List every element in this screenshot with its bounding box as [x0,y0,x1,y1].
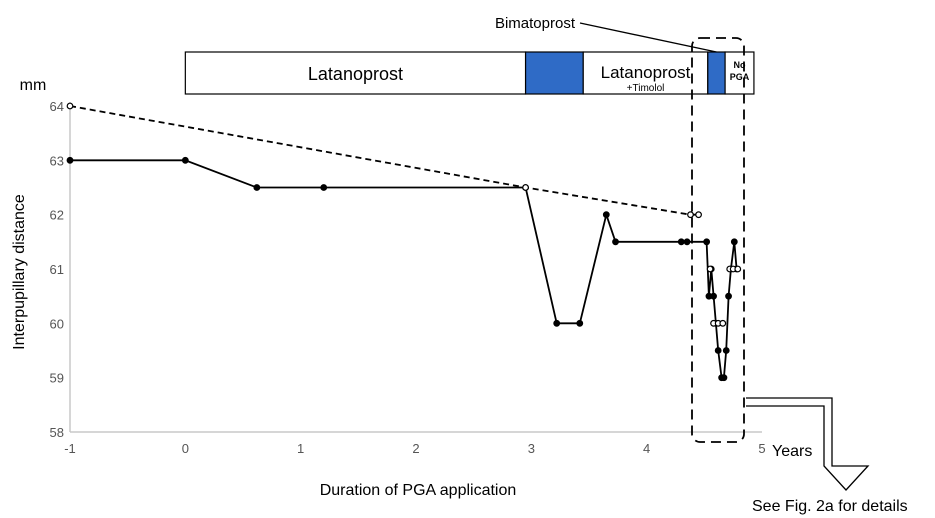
data-point-filled [714,347,722,354]
y-tick-label: 58 [50,425,64,440]
callout-arrow [746,397,870,491]
data-point-open [719,319,727,327]
labels: mm Years Duration of PGA application Interp… [11,15,908,515]
treatment-segment [707,51,726,95]
bimatoprost-label: Bimatoprost [495,15,576,32]
series-line [70,159,738,379]
data-point-filled [677,238,685,246]
treatment-label: No [734,60,746,70]
series-line [69,105,699,216]
treatment-sublabel: PGA [730,72,750,82]
bimatoprost-leader-line [579,22,717,53]
data-point-open [695,211,702,219]
treatment-sublabel: +Timolol [627,83,665,94]
data-point-filled [612,238,619,246]
data-point-filled [66,156,74,164]
treatment-segment [724,51,755,95]
callout-text: See Fig. 2a for details [752,498,908,515]
data-point-filled [683,238,691,246]
y-tick-label: 63 [50,153,64,168]
y-tick-label: 62 [50,208,64,223]
y-tick-label: 60 [50,316,64,331]
x-tick-label: 1 [297,441,304,456]
data-point-filled [576,319,584,327]
data-point-open [734,265,742,273]
data-point-open [687,211,694,219]
treatment-label: Latanoprost [308,64,403,84]
x-tick-label: 5 [758,441,765,456]
data-point-open [706,265,714,273]
data-point-filled [722,347,730,354]
x-unit-label: Years [772,443,812,460]
axes: -1 0 1 2 3 4 5 58 59 60 61 62 63 64 [50,99,766,456]
data-point-filled [602,211,610,219]
x-tick-label: 3 [528,441,535,456]
data-point-filled [553,319,561,327]
treatment-segment [184,51,527,95]
treatment-label: Latanoprost [601,63,691,82]
data-series [66,102,742,382]
treatment-segment [524,51,584,95]
y-tick-label: 59 [50,371,64,386]
y-axis-title: Interpupillary distance [11,194,28,350]
y-tick-label: 64 [50,99,64,114]
data-point-filled [725,292,732,300]
data-point-open [66,102,74,110]
y-unit-label: mm [20,77,47,94]
data-point-open [522,184,529,191]
highlight-box [691,37,745,443]
data-point-filled [710,292,717,300]
data-point-filled [320,184,328,191]
overlays [691,37,870,491]
data-point-filled [720,374,728,382]
x-tick-label: 0 [182,441,189,456]
data-point-filled [253,184,261,191]
data-point-filled [181,156,189,164]
x-tick-label: 2 [412,441,419,456]
x-axis-title: Duration of PGA application [320,482,517,499]
x-tick-label: -1 [64,441,76,456]
y-tick-label: 61 [50,262,64,277]
treatment-segment [582,51,709,95]
data-point-filled [703,238,711,246]
x-tick-label: 4 [643,441,650,456]
data-point-filled [730,238,738,246]
